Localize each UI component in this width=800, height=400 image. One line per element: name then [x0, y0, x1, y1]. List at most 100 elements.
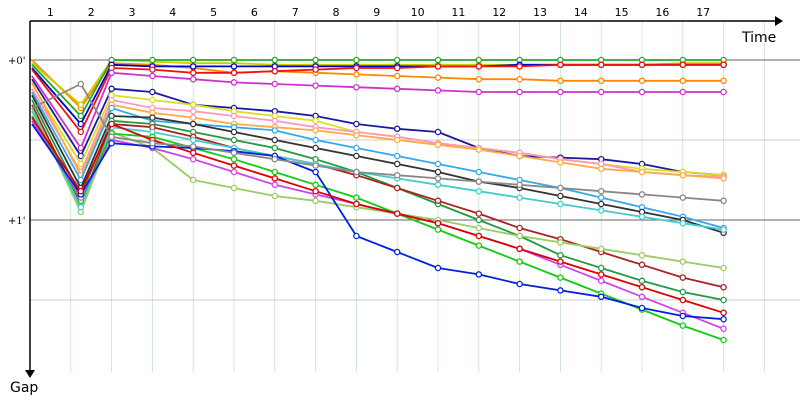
data-point — [720, 315, 727, 323]
series-line — [31, 59, 724, 117]
data-point — [271, 192, 279, 200]
data-point — [393, 125, 401, 133]
data-point — [312, 127, 319, 134]
data-point — [108, 139, 115, 147]
axes: Time Gap — [10, 16, 783, 396]
data-point — [557, 159, 564, 166]
data-point — [720, 325, 727, 333]
data-point — [230, 56, 238, 64]
data-point — [189, 63, 197, 70]
data-point — [720, 336, 727, 344]
series-line — [31, 63, 724, 133]
data-point — [108, 69, 115, 77]
data-point — [271, 144, 279, 152]
data-point — [189, 136, 197, 144]
data-point — [271, 56, 279, 64]
data-point — [77, 120, 85, 128]
series-line — [31, 91, 724, 229]
data-point — [516, 194, 523, 201]
data-point — [353, 64, 360, 72]
data-point — [434, 160, 442, 168]
data-point — [353, 152, 360, 160]
x-tick-label: 1 — [47, 6, 54, 19]
data-point — [720, 175, 727, 182]
data-point — [638, 261, 646, 269]
data-point — [353, 71, 360, 78]
data-point — [638, 251, 646, 259]
data-point — [434, 56, 442, 64]
data-point — [516, 181, 523, 189]
data-point — [149, 72, 156, 80]
data-point — [434, 63, 442, 70]
data-point — [393, 152, 401, 160]
data-point — [230, 168, 238, 176]
y-axis-arrow — [25, 370, 35, 378]
data-point — [108, 120, 115, 128]
x-axis-title: Time — [741, 30, 776, 46]
data-point — [312, 162, 319, 169]
x-tick-label: 12 — [492, 6, 506, 19]
data-point — [77, 80, 85, 88]
data-point — [475, 146, 483, 153]
data-point — [557, 61, 564, 69]
data-point — [557, 77, 564, 85]
data-point — [475, 224, 483, 232]
data-point — [679, 258, 687, 265]
data-point — [557, 239, 564, 246]
data-point — [679, 194, 687, 201]
data-point — [475, 210, 483, 217]
data-point — [189, 176, 197, 184]
data-point — [720, 296, 727, 304]
data-point — [679, 61, 687, 69]
data-point — [638, 168, 646, 176]
data-point — [312, 197, 319, 205]
data-point — [189, 120, 197, 128]
series-line — [31, 83, 724, 202]
data-point — [108, 85, 115, 93]
data-point — [189, 75, 197, 83]
series-line — [31, 104, 724, 289]
data-point — [230, 184, 238, 192]
data-point — [557, 200, 564, 208]
x-axis-arrow — [775, 16, 783, 26]
data-point — [393, 72, 401, 80]
data-point — [393, 64, 401, 72]
data-point — [557, 274, 564, 281]
data-point — [679, 312, 687, 320]
data-point — [271, 155, 279, 163]
x-tick-label: 6 — [251, 6, 258, 19]
data-point — [312, 136, 319, 144]
data-point — [720, 77, 727, 85]
series-line — [31, 94, 724, 234]
data-point — [77, 128, 85, 136]
series-line — [31, 88, 724, 178]
data-point — [720, 197, 727, 205]
data-point — [557, 287, 564, 294]
data-point — [393, 85, 401, 93]
data-point — [557, 251, 564, 259]
data-point — [77, 101, 85, 109]
data-point — [353, 56, 360, 64]
data-point — [434, 181, 442, 189]
data-point — [638, 77, 646, 85]
data-point — [679, 88, 687, 96]
y-tick-label: +1' — [8, 216, 26, 227]
x-tick-label: 16 — [655, 6, 669, 19]
data-point — [516, 152, 523, 160]
data-point — [516, 224, 523, 232]
data-point — [271, 136, 279, 144]
data-point — [475, 178, 483, 185]
data-point — [679, 296, 687, 304]
series-line — [31, 81, 724, 180]
data-point — [189, 114, 197, 121]
data-point — [393, 160, 401, 168]
data-point — [77, 144, 85, 152]
data-point — [597, 88, 605, 96]
data-point — [393, 184, 401, 192]
data-point — [189, 101, 197, 109]
data-point — [720, 283, 727, 291]
data-point — [393, 210, 401, 217]
x-tick-label: 15 — [615, 6, 629, 19]
data-point — [393, 248, 401, 256]
